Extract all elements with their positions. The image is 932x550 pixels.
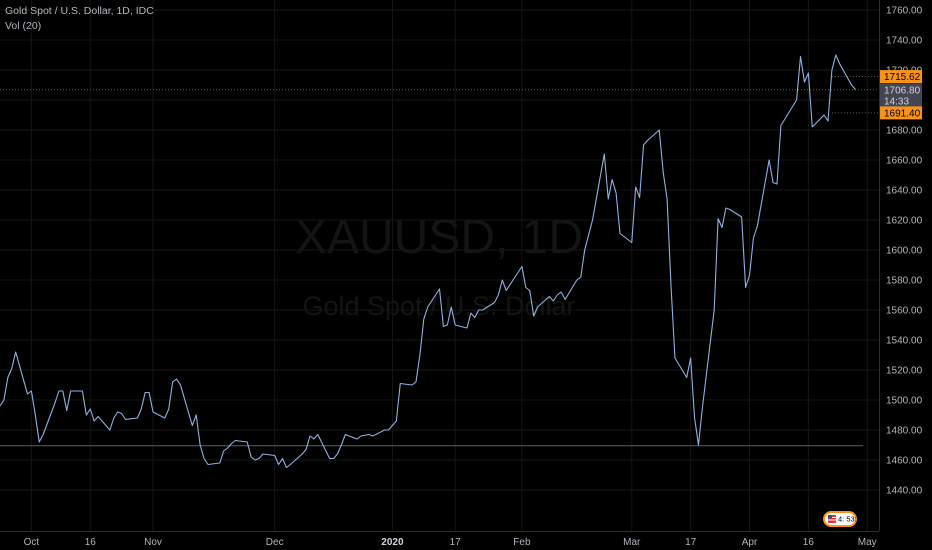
- y-tick-label[interactable]: 1580.00: [886, 276, 923, 287]
- x-tick-label[interactable]: Oct: [24, 537, 40, 548]
- x-tick-label[interactable]: Mar: [623, 537, 641, 548]
- us-flag-icon: [828, 515, 836, 523]
- legend-symbol-title[interactable]: Gold Spot / U.S. Dollar, 1D, IDC: [5, 5, 154, 17]
- y-tick-label[interactable]: 1480.00: [886, 426, 923, 437]
- x-tick-label[interactable]: 17: [450, 537, 462, 548]
- x-tick-label[interactable]: Feb: [513, 537, 531, 548]
- symbol-watermark: XAUUSD, 1D Gold Spot / U.S. Dollar: [295, 211, 583, 321]
- price-tag-last-box: [880, 83, 922, 97]
- y-tick-label[interactable]: 1680.00: [886, 126, 923, 137]
- x-tick-label[interactable]: 17: [685, 537, 697, 548]
- price-tag-countdown-box: [880, 94, 922, 108]
- price-tag-high: 1715.62: [884, 72, 921, 83]
- price-series-line: [0, 54, 856, 469]
- y-tick-label[interactable]: 1760.00: [886, 6, 923, 17]
- price-tag-last: 1706.80: [884, 85, 921, 96]
- y-tick-label[interactable]: 1500.00: [886, 396, 923, 407]
- time-axis-labels[interactable]: Oct 16 Nov Dec 2020 17 Feb Mar 17 Apr 16 May: [24, 537, 877, 548]
- horizontal-lines[interactable]: [0, 76, 879, 447]
- y-tick-label[interactable]: 1620.00: [886, 216, 923, 227]
- axes: [0, 0, 880, 532]
- chart-grid: [0, 0, 879, 531]
- watermark-symbol: XAUUSD, 1D: [295, 211, 583, 264]
- x-tick-label[interactable]: Dec: [266, 537, 284, 548]
- watermark-description: Gold Spot / U.S. Dollar: [302, 291, 575, 321]
- y-tick-label[interactable]: 1740.00: [886, 36, 923, 47]
- y-tick-label[interactable]: 1640.00: [886, 186, 923, 197]
- price-tag-low-box: [880, 106, 922, 120]
- price-tag-high-box: [880, 70, 922, 84]
- y-tick-label[interactable]: 1660.00: [886, 156, 923, 167]
- x-tick-label[interactable]: 2020: [381, 537, 404, 548]
- y-tick-label[interactable]: 1540.00: [886, 336, 923, 347]
- session-countdown-text: 4: 53: 12: [838, 515, 867, 524]
- y-tick-label[interactable]: 1560.00: [886, 306, 923, 317]
- y-tick-label[interactable]: 1520.00: [886, 366, 923, 377]
- session-badge[interactable]: 4: 53: 12: [823, 511, 867, 527]
- chart-legend[interactable]: Gold Spot / U.S. Dollar, 1D, IDC Vol (20…: [5, 4, 154, 34]
- x-tick-label[interactable]: Nov: [144, 537, 162, 548]
- price-tag-low: 1691.40: [884, 108, 921, 119]
- y-tick-label[interactable]: 1440.00: [886, 486, 923, 497]
- y-tick-label[interactable]: 1600.00: [886, 246, 923, 257]
- x-tick-label[interactable]: 16: [803, 537, 815, 548]
- x-tick-label[interactable]: 16: [85, 537, 97, 548]
- legend-indicator[interactable]: Vol (20): [5, 20, 42, 32]
- x-tick-label[interactable]: Apr: [742, 537, 758, 548]
- x-tick-label[interactable]: May: [858, 537, 877, 548]
- y-tick-label[interactable]: 1460.00: [886, 456, 923, 467]
- price-tag-countdown: 14:33: [884, 97, 909, 108]
